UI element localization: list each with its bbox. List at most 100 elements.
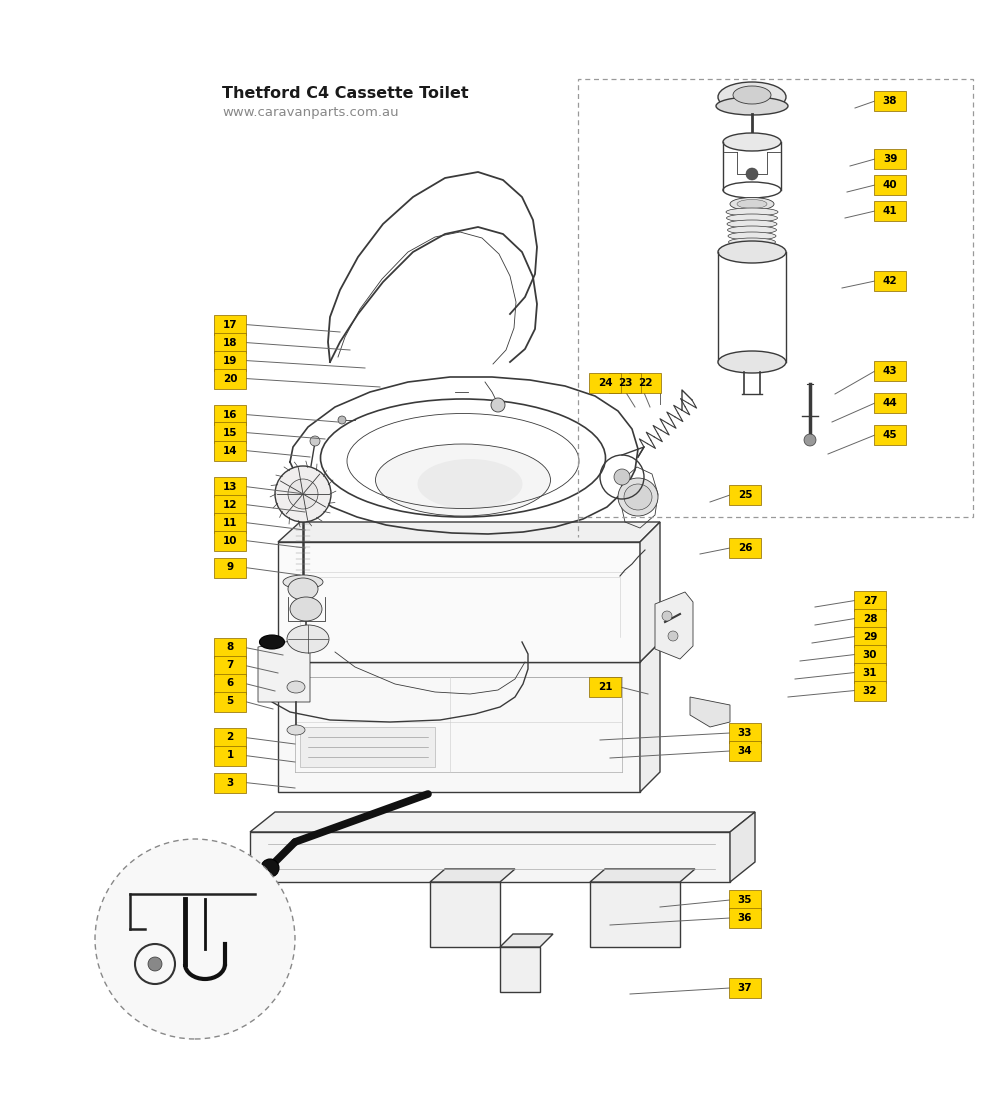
FancyBboxPatch shape	[214, 673, 246, 693]
Text: Thetford C4 Cassette Toilet: Thetford C4 Cassette Toilet	[222, 86, 469, 100]
Text: 24: 24	[598, 378, 612, 388]
Text: 1: 1	[226, 751, 234, 761]
FancyBboxPatch shape	[729, 538, 761, 558]
Ellipse shape	[716, 97, 788, 115]
FancyBboxPatch shape	[214, 369, 246, 389]
Text: 31: 31	[863, 668, 877, 678]
Text: 6: 6	[226, 679, 234, 689]
FancyBboxPatch shape	[874, 149, 906, 169]
Text: 19: 19	[223, 355, 237, 365]
Ellipse shape	[728, 226, 776, 234]
Ellipse shape	[718, 241, 786, 263]
FancyBboxPatch shape	[729, 890, 761, 910]
Circle shape	[746, 168, 758, 180]
Text: 29: 29	[863, 631, 877, 641]
Text: 35: 35	[738, 895, 752, 905]
Text: 27: 27	[863, 595, 877, 605]
Polygon shape	[250, 813, 755, 832]
Text: 20: 20	[223, 373, 237, 383]
FancyBboxPatch shape	[874, 201, 906, 221]
FancyBboxPatch shape	[214, 495, 246, 514]
Text: 43: 43	[883, 367, 897, 376]
Text: 32: 32	[863, 686, 877, 696]
Text: 8: 8	[226, 643, 234, 652]
Ellipse shape	[733, 86, 771, 104]
Ellipse shape	[723, 132, 781, 151]
Ellipse shape	[727, 220, 777, 229]
Polygon shape	[258, 640, 310, 702]
Text: 11: 11	[223, 518, 237, 528]
FancyBboxPatch shape	[609, 373, 641, 393]
Text: 45: 45	[883, 429, 897, 440]
FancyBboxPatch shape	[874, 393, 906, 413]
Ellipse shape	[287, 625, 329, 652]
FancyBboxPatch shape	[589, 373, 621, 393]
FancyBboxPatch shape	[214, 745, 246, 765]
FancyBboxPatch shape	[874, 361, 906, 381]
Text: 2: 2	[226, 732, 234, 743]
Ellipse shape	[624, 484, 652, 510]
Polygon shape	[278, 522, 660, 542]
Text: 10: 10	[223, 535, 237, 545]
Ellipse shape	[728, 238, 776, 246]
Polygon shape	[730, 813, 755, 882]
Text: 12: 12	[223, 499, 237, 510]
Ellipse shape	[288, 578, 318, 599]
Text: 34: 34	[738, 746, 752, 756]
Circle shape	[288, 479, 318, 509]
Polygon shape	[590, 869, 695, 882]
FancyBboxPatch shape	[854, 645, 886, 665]
Circle shape	[338, 416, 346, 424]
Text: 38: 38	[883, 96, 897, 106]
Text: 44: 44	[883, 399, 897, 408]
FancyBboxPatch shape	[874, 176, 906, 195]
Ellipse shape	[726, 208, 778, 216]
Text: 39: 39	[883, 153, 897, 164]
FancyBboxPatch shape	[214, 773, 246, 793]
Circle shape	[491, 399, 505, 412]
Polygon shape	[590, 882, 680, 947]
Ellipse shape	[287, 725, 305, 735]
Circle shape	[668, 631, 678, 641]
Text: 3: 3	[226, 777, 234, 787]
Ellipse shape	[260, 635, 285, 649]
FancyBboxPatch shape	[214, 558, 246, 577]
Ellipse shape	[737, 200, 767, 209]
FancyBboxPatch shape	[214, 423, 246, 443]
Text: 36: 36	[738, 913, 752, 923]
Circle shape	[804, 434, 816, 446]
Polygon shape	[640, 643, 660, 792]
FancyBboxPatch shape	[874, 91, 906, 112]
FancyBboxPatch shape	[589, 677, 621, 697]
FancyBboxPatch shape	[729, 978, 761, 998]
Text: 16: 16	[223, 410, 237, 420]
Circle shape	[261, 859, 279, 877]
Text: 41: 41	[883, 206, 897, 216]
FancyBboxPatch shape	[214, 404, 246, 425]
Text: 14: 14	[223, 446, 237, 456]
Circle shape	[275, 466, 331, 522]
FancyBboxPatch shape	[214, 637, 246, 658]
Polygon shape	[640, 522, 660, 662]
FancyBboxPatch shape	[729, 741, 761, 761]
Text: 25: 25	[738, 490, 752, 500]
Text: 42: 42	[883, 276, 897, 286]
FancyBboxPatch shape	[874, 270, 906, 291]
Ellipse shape	[287, 681, 305, 693]
FancyBboxPatch shape	[729, 485, 761, 505]
FancyBboxPatch shape	[214, 691, 246, 711]
Text: 33: 33	[738, 728, 752, 737]
Text: 26: 26	[738, 543, 752, 553]
Polygon shape	[500, 947, 540, 992]
Ellipse shape	[730, 198, 774, 211]
Circle shape	[310, 436, 320, 446]
Text: 5: 5	[226, 697, 234, 707]
Ellipse shape	[376, 444, 550, 516]
FancyBboxPatch shape	[629, 373, 661, 393]
Text: 22: 22	[638, 378, 652, 388]
FancyBboxPatch shape	[214, 332, 246, 352]
Text: 23: 23	[618, 378, 632, 388]
Polygon shape	[690, 697, 730, 728]
Text: 28: 28	[863, 614, 877, 624]
FancyBboxPatch shape	[729, 907, 761, 928]
